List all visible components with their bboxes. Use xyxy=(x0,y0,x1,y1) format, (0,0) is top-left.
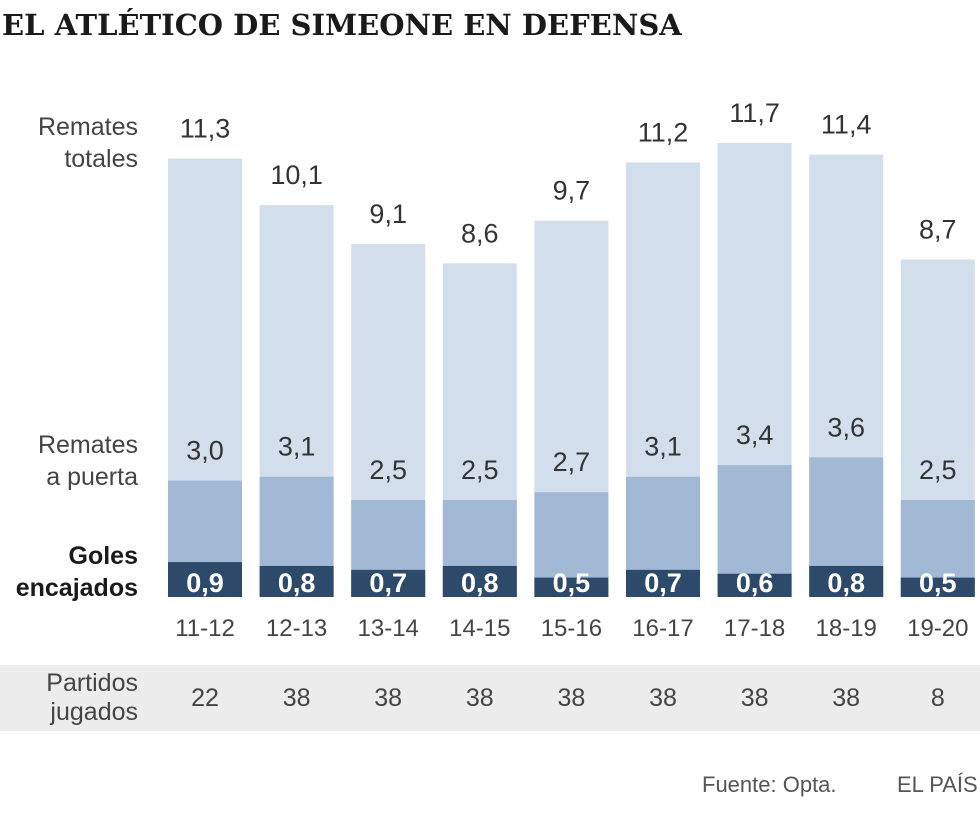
games-played-value: 38 xyxy=(740,684,769,712)
season-tick-label: 18-19 xyxy=(816,615,877,642)
total-shots-label: Remates totales xyxy=(38,111,138,175)
shots-on-target-value-label: 3,6 xyxy=(827,412,865,442)
total-shots-value-label: 11,3 xyxy=(180,114,231,144)
shots-on-target-value-label: 2,5 xyxy=(369,455,407,485)
games-played-value: 22 xyxy=(191,684,219,712)
games-played-value: 38 xyxy=(832,684,861,712)
total-shots-value-label: 9,7 xyxy=(553,176,591,206)
season-tick-label: 14-15 xyxy=(449,615,510,642)
shots-on-target-value-label: 3,1 xyxy=(278,432,316,462)
goals-conceded-label: Goles encajados xyxy=(16,540,138,604)
games-played-label-line1: Partidos xyxy=(46,669,138,697)
goals-conceded-value-label: 0,8 xyxy=(827,568,865,598)
total-shots-value-label: 11,4 xyxy=(821,110,872,140)
goals-conceded-value-label: 0,7 xyxy=(369,568,407,598)
goals-conceded-value-label: 0,8 xyxy=(278,568,316,598)
shots-on-target-label: Remates a puerta xyxy=(38,429,138,493)
season-tick-label: 12-13 xyxy=(266,615,327,642)
games-played-value: 38 xyxy=(649,684,677,712)
goals-conceded-value-label: 0,9 xyxy=(186,568,224,598)
shots-on-target-value-label: 3,4 xyxy=(736,420,774,450)
chart-title: EL ATLÉTICO DE SIMEONE EN DEFENSA xyxy=(2,8,682,42)
goals-conceded-bar xyxy=(717,573,792,597)
shots-on-target-value-label: 2,5 xyxy=(461,455,499,485)
shots-on-target-value-label: 3,0 xyxy=(186,436,224,466)
games-played-value: 38 xyxy=(465,684,494,712)
games-played-label-line2: jugados xyxy=(50,698,138,726)
goals-conceded-bar xyxy=(168,562,242,597)
total-shots-value-label: 8,7 xyxy=(919,214,957,244)
season-tick-label: 19-20 xyxy=(907,615,968,642)
publisher-credit: EL PAÍS xyxy=(897,772,978,797)
source-note: Fuente: Opta. xyxy=(702,772,837,797)
goals-conceded-bar xyxy=(900,577,975,597)
total-shots-value-label: 10,1 xyxy=(270,160,323,190)
games-played-value: 38 xyxy=(557,684,586,712)
season-tick-label: 15-16 xyxy=(541,615,602,642)
shots-on-target-label-line2: a puerta xyxy=(46,463,138,491)
total-shots-label-line1: Remates xyxy=(37,113,138,141)
season-tick-label: 13-14 xyxy=(358,615,419,642)
season-tick-label: 16-17 xyxy=(632,615,693,642)
goals-conceded-bar xyxy=(442,565,517,597)
total-shots-value-label: 8,6 xyxy=(461,218,499,248)
goals-conceded-value-label: 0,5 xyxy=(919,568,957,598)
season-tick-label: 17-18 xyxy=(724,615,785,642)
shots-on-target-value-label: 3,1 xyxy=(644,432,682,462)
total-shots-value-label: 11,7 xyxy=(729,98,780,128)
total-shots-value-label: 11,2 xyxy=(638,117,689,147)
games-played-label: Partidos jugados xyxy=(46,669,138,727)
shots-on-target-value-label: 2,7 xyxy=(553,447,591,477)
goals-conceded-value-label: 0,5 xyxy=(553,568,591,598)
games-played-value: 38 xyxy=(282,684,311,712)
goals-conceded-bar xyxy=(259,565,334,597)
total-shots-value-label: 9,1 xyxy=(369,199,407,229)
games-played-value: 38 xyxy=(374,684,403,712)
goals-conceded-bar xyxy=(626,569,700,597)
bar-chart: 11,3 3,0 0,9 11-12 10,1 3,1 0,8 12-13 9,1 2,5 0,7 1… xyxy=(168,98,975,642)
goals-conceded-bar xyxy=(534,577,609,597)
goals-conceded-value-label: 0,8 xyxy=(461,568,499,598)
shots-on-target-value-label: 2,5 xyxy=(919,455,957,485)
goals-conceded-value-label: 0,6 xyxy=(736,568,774,598)
games-played-value: 8 xyxy=(930,684,945,712)
season-tick-label: 11-12 xyxy=(175,615,235,642)
games-played-band xyxy=(0,665,980,731)
goals-conceded-bar xyxy=(809,565,884,597)
goals-conceded-label-line2: encajados xyxy=(15,574,138,602)
goals-conceded-value-label: 0,7 xyxy=(644,568,682,598)
goals-conceded-bar xyxy=(351,569,426,597)
shots-on-target-label-line1: Remates xyxy=(37,431,138,459)
goals-conceded-label-line1: Goles xyxy=(68,542,138,570)
total-shots-label-line2: totales xyxy=(64,145,138,173)
